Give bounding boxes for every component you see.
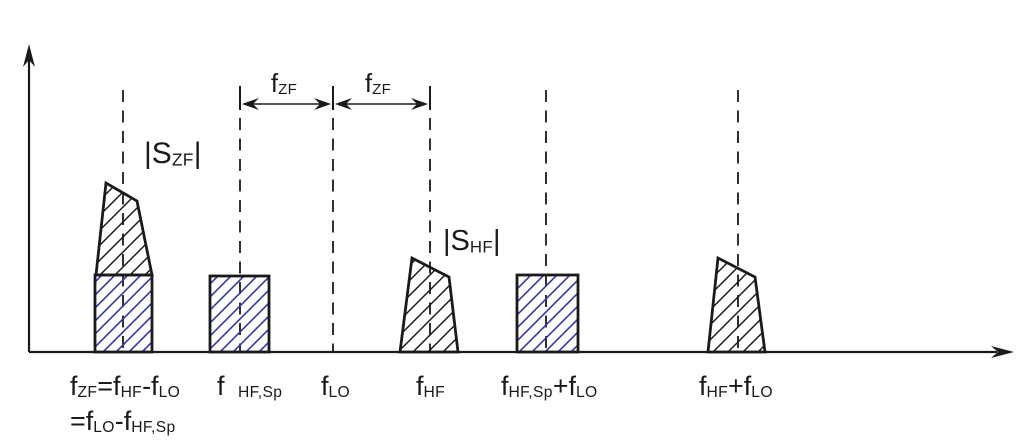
fzf-span-arrow-right <box>335 98 428 110</box>
fzf-span-label-right: fZF <box>364 68 392 99</box>
hf-spurious-image-spectrum-shape <box>515 273 580 354</box>
zf-spurious-spectrum-shape <box>93 273 154 354</box>
hf-magnitude-label: |SHF| <box>443 225 501 257</box>
axis-label-fhfsp-plus-flo: fHF,Sp+fLO <box>501 371 598 402</box>
axis-label-fhf: fHF <box>416 371 446 402</box>
horizontal-axis-arrowhead-icon <box>991 346 1014 358</box>
arrowhead-icon <box>314 98 331 110</box>
arrowhead-icon <box>411 98 428 110</box>
zf-signal-spectrum-shape <box>94 180 154 277</box>
axis-label-flo: fLO <box>321 371 351 402</box>
axis-label-fhfsp: f HF,Sp <box>217 371 283 402</box>
vertical-axis-arrowhead-icon <box>23 44 35 67</box>
axis-label-fhf-plus-flo: fHF+fLO <box>699 371 773 402</box>
arrowhead-icon <box>335 98 352 110</box>
fzf-span-arrow-left <box>242 98 331 110</box>
hf-signal-spectrum-shape <box>398 255 460 354</box>
fzf-span-label-left: fZF <box>270 68 298 99</box>
axis-label-fzf-equation-line1: fZF=fHF-fLO <box>70 371 181 402</box>
axis-label-fzf-equation-line2: =fLO-fHF,Sp <box>70 406 176 437</box>
hf-signal-image-spectrum-shape <box>706 255 767 354</box>
hf-spurious-spectrum-shape <box>208 274 271 354</box>
arrowhead-icon <box>242 98 259 110</box>
zf-magnitude-label: |SZF| <box>144 137 202 170</box>
